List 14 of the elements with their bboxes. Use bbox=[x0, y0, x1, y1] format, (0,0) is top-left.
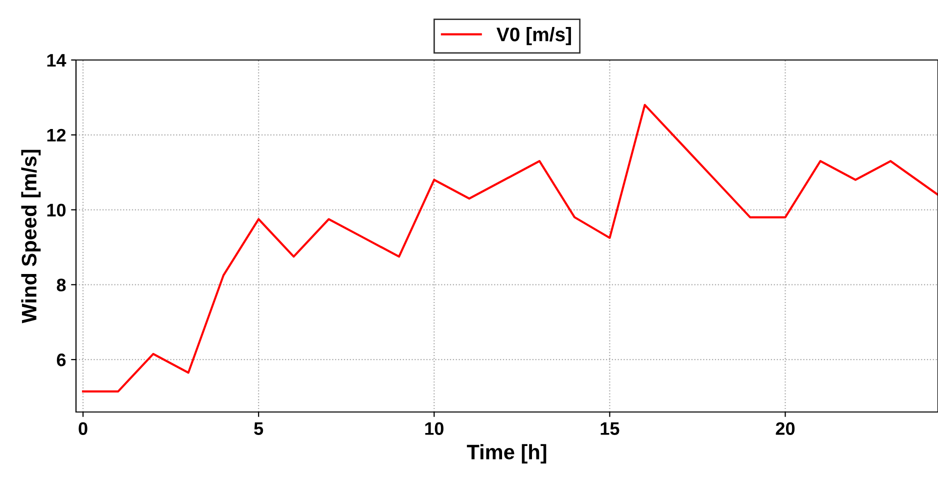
x-tick-label: 0 bbox=[78, 422, 88, 435]
x-axis-title: Time [h] bbox=[466, 444, 546, 464]
y-tick-label: 6 bbox=[56, 354, 66, 366]
y-tick-label: 12 bbox=[47, 128, 66, 142]
y-tick-label: 8 bbox=[56, 278, 66, 292]
legend-label: V0 [m/s] bbox=[496, 27, 571, 46]
y-tick-label: 14 bbox=[47, 54, 66, 67]
y-axis-title: Wind Speed [m/s] bbox=[21, 150, 41, 324]
x-tick-label: 15 bbox=[600, 422, 620, 435]
y-tick-label: 10 bbox=[47, 204, 66, 217]
x-tick-label: 20 bbox=[776, 422, 795, 435]
line-series bbox=[82, 104, 938, 392]
x-tick-label: 5 bbox=[254, 422, 264, 435]
x-tick-label: 10 bbox=[425, 422, 444, 435]
